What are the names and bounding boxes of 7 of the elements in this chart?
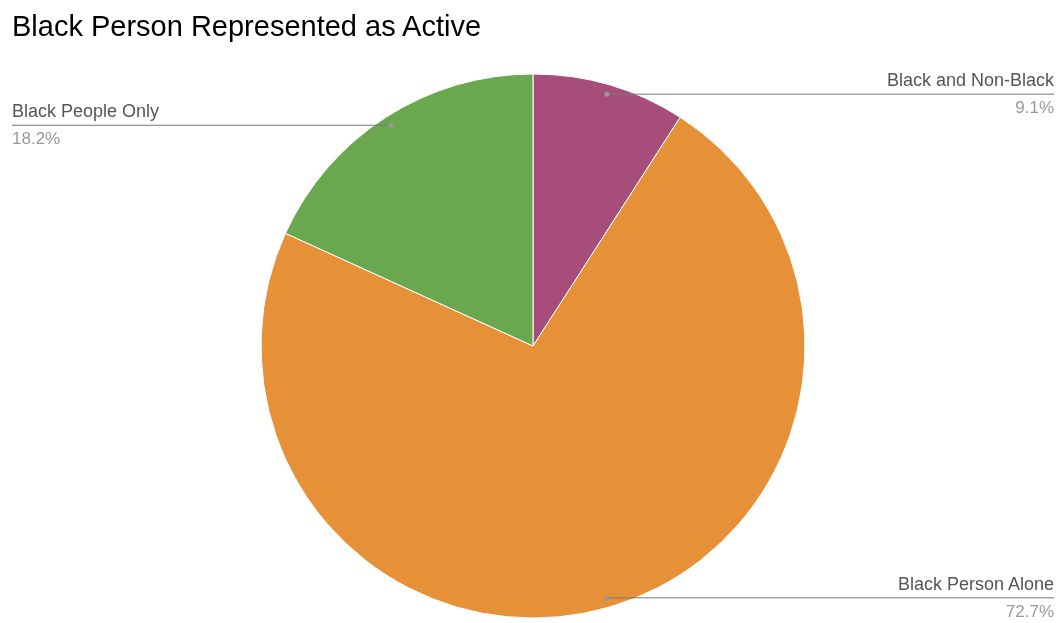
slice-label: Black and Non-Black <box>886 70 1055 91</box>
data-label: 18.2% <box>12 129 61 149</box>
slice-label: Black People Only <box>12 101 160 122</box>
slice-label: Black Person Alone <box>897 573 1054 594</box>
data-label: 72.7% <box>1005 601 1054 621</box>
data-label: 9.1% <box>1015 98 1054 118</box>
chart-title: Black Person Represented as Active <box>12 10 482 42</box>
